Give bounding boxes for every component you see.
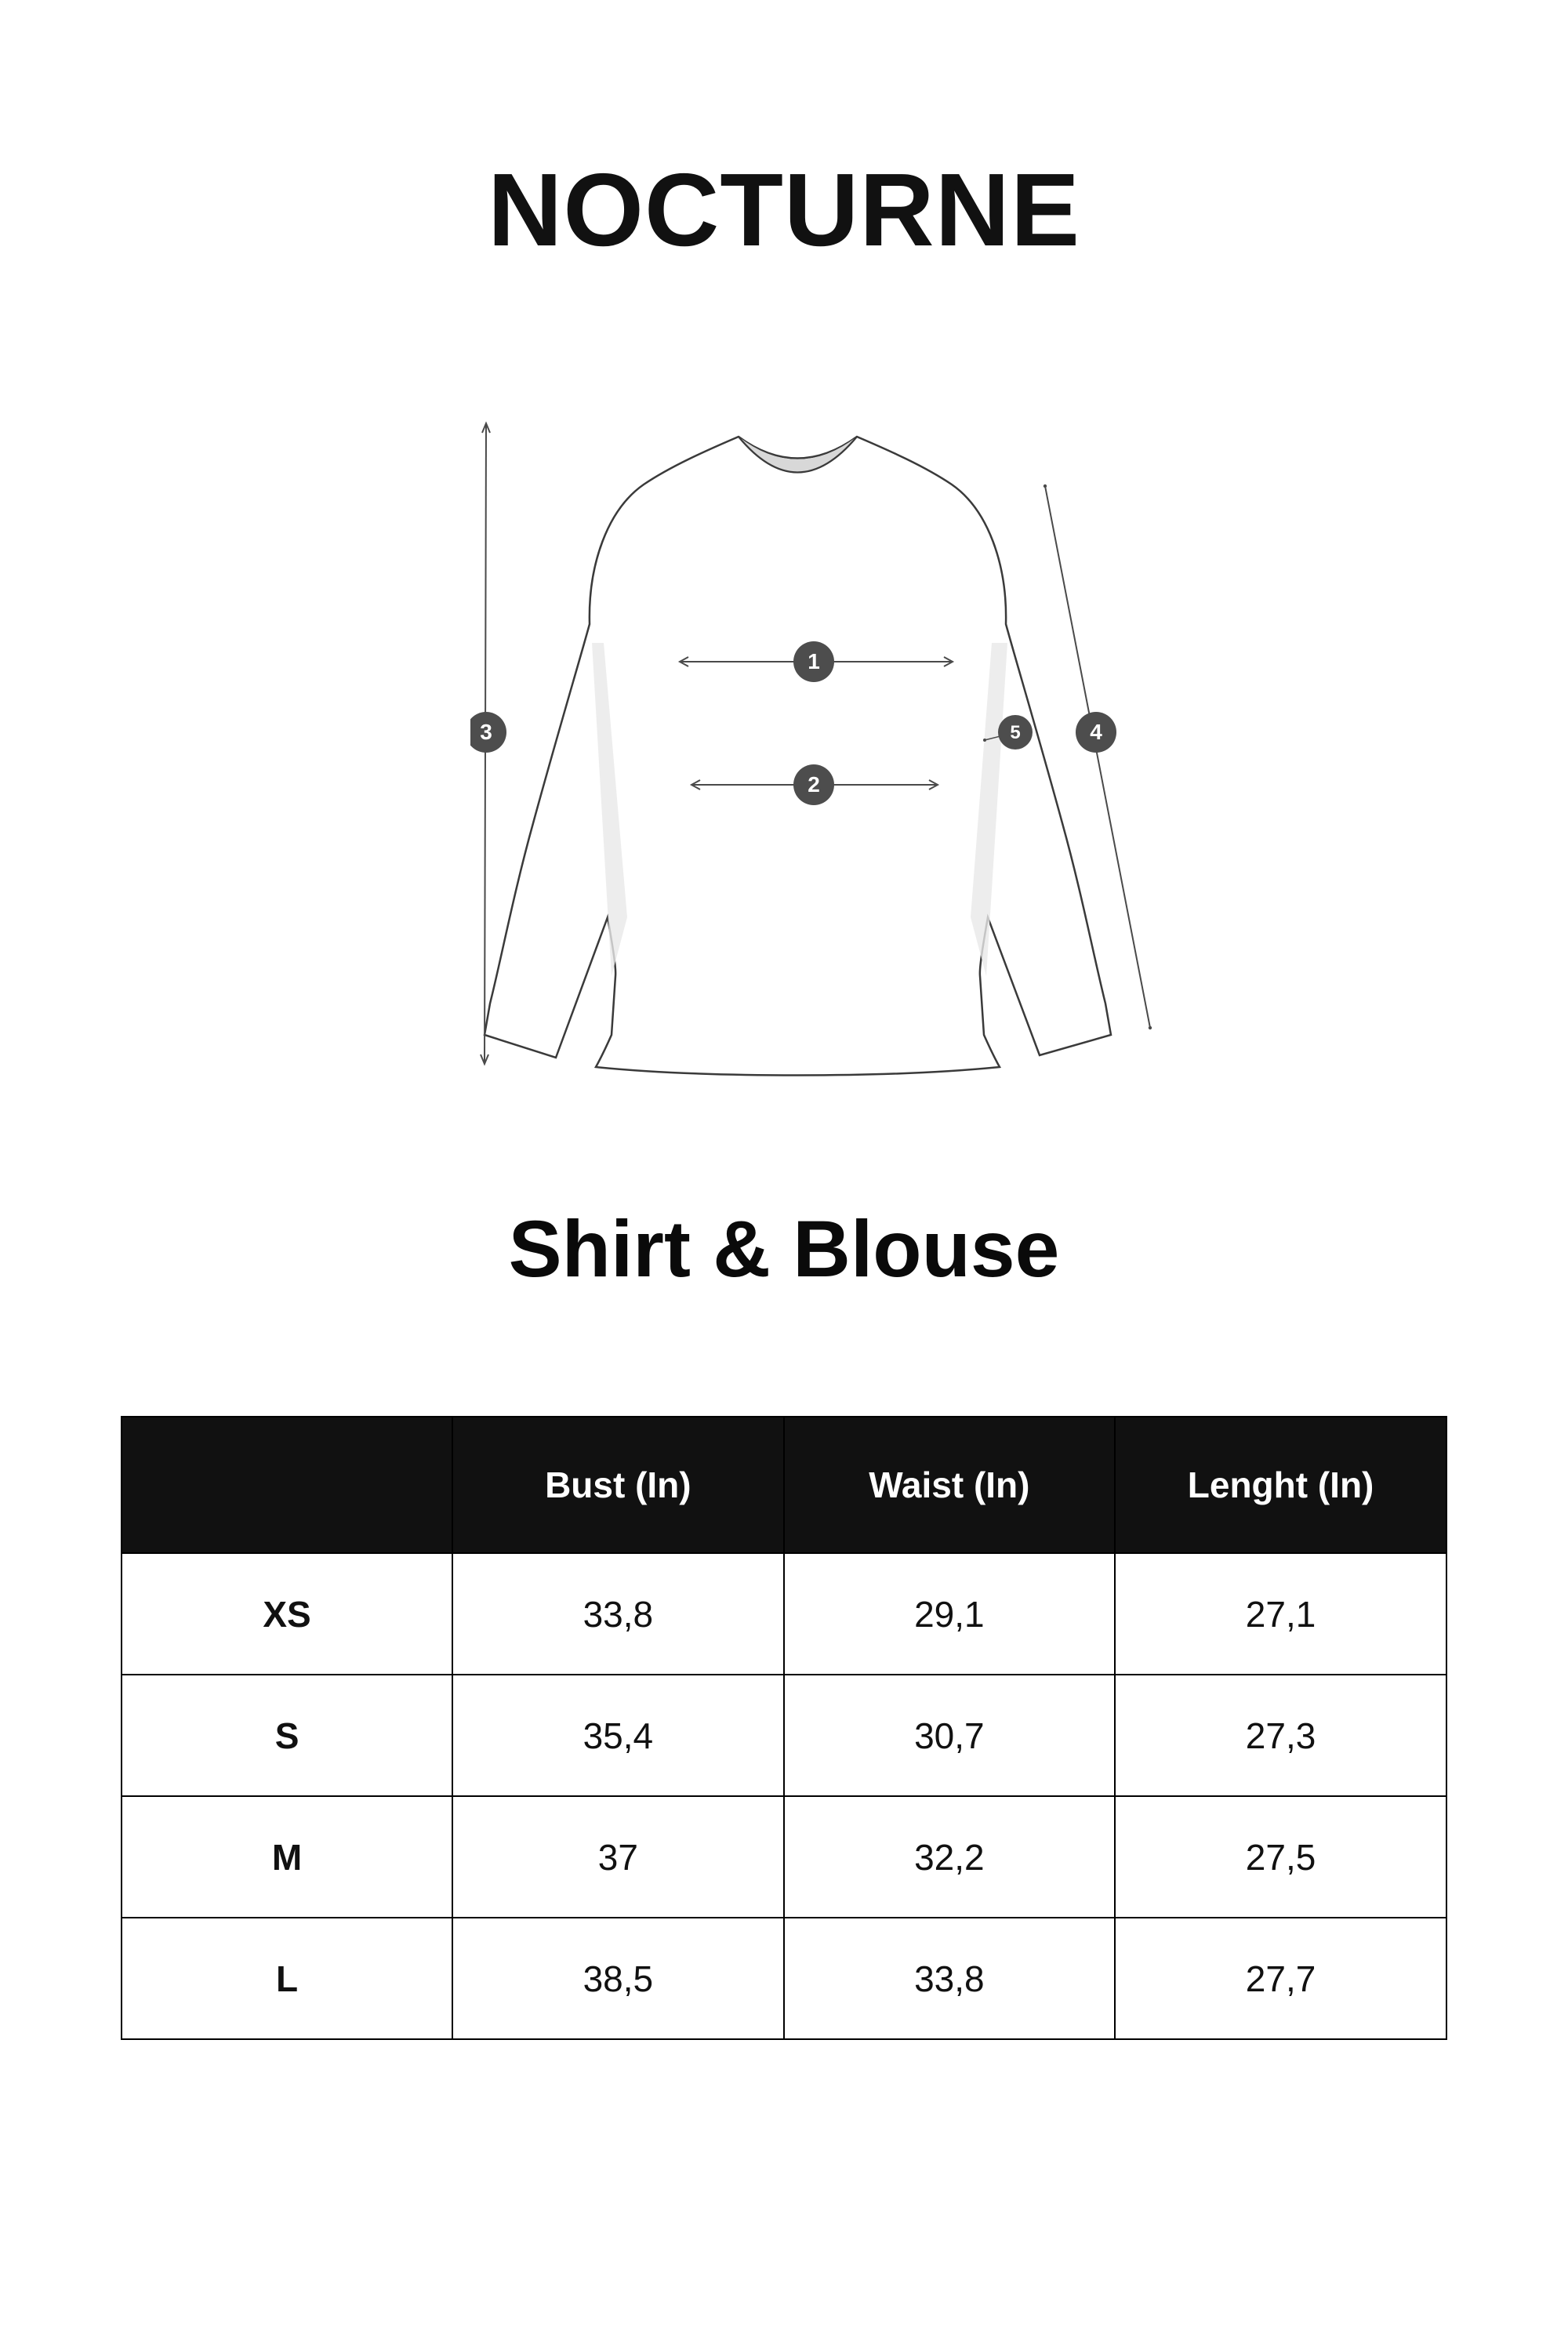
svg-text:2: 2 [808, 772, 820, 797]
svg-text:3: 3 [480, 720, 492, 744]
svg-text:4: 4 [1090, 720, 1102, 744]
svg-text:5: 5 [1010, 722, 1020, 743]
svg-text:1: 1 [808, 649, 820, 673]
